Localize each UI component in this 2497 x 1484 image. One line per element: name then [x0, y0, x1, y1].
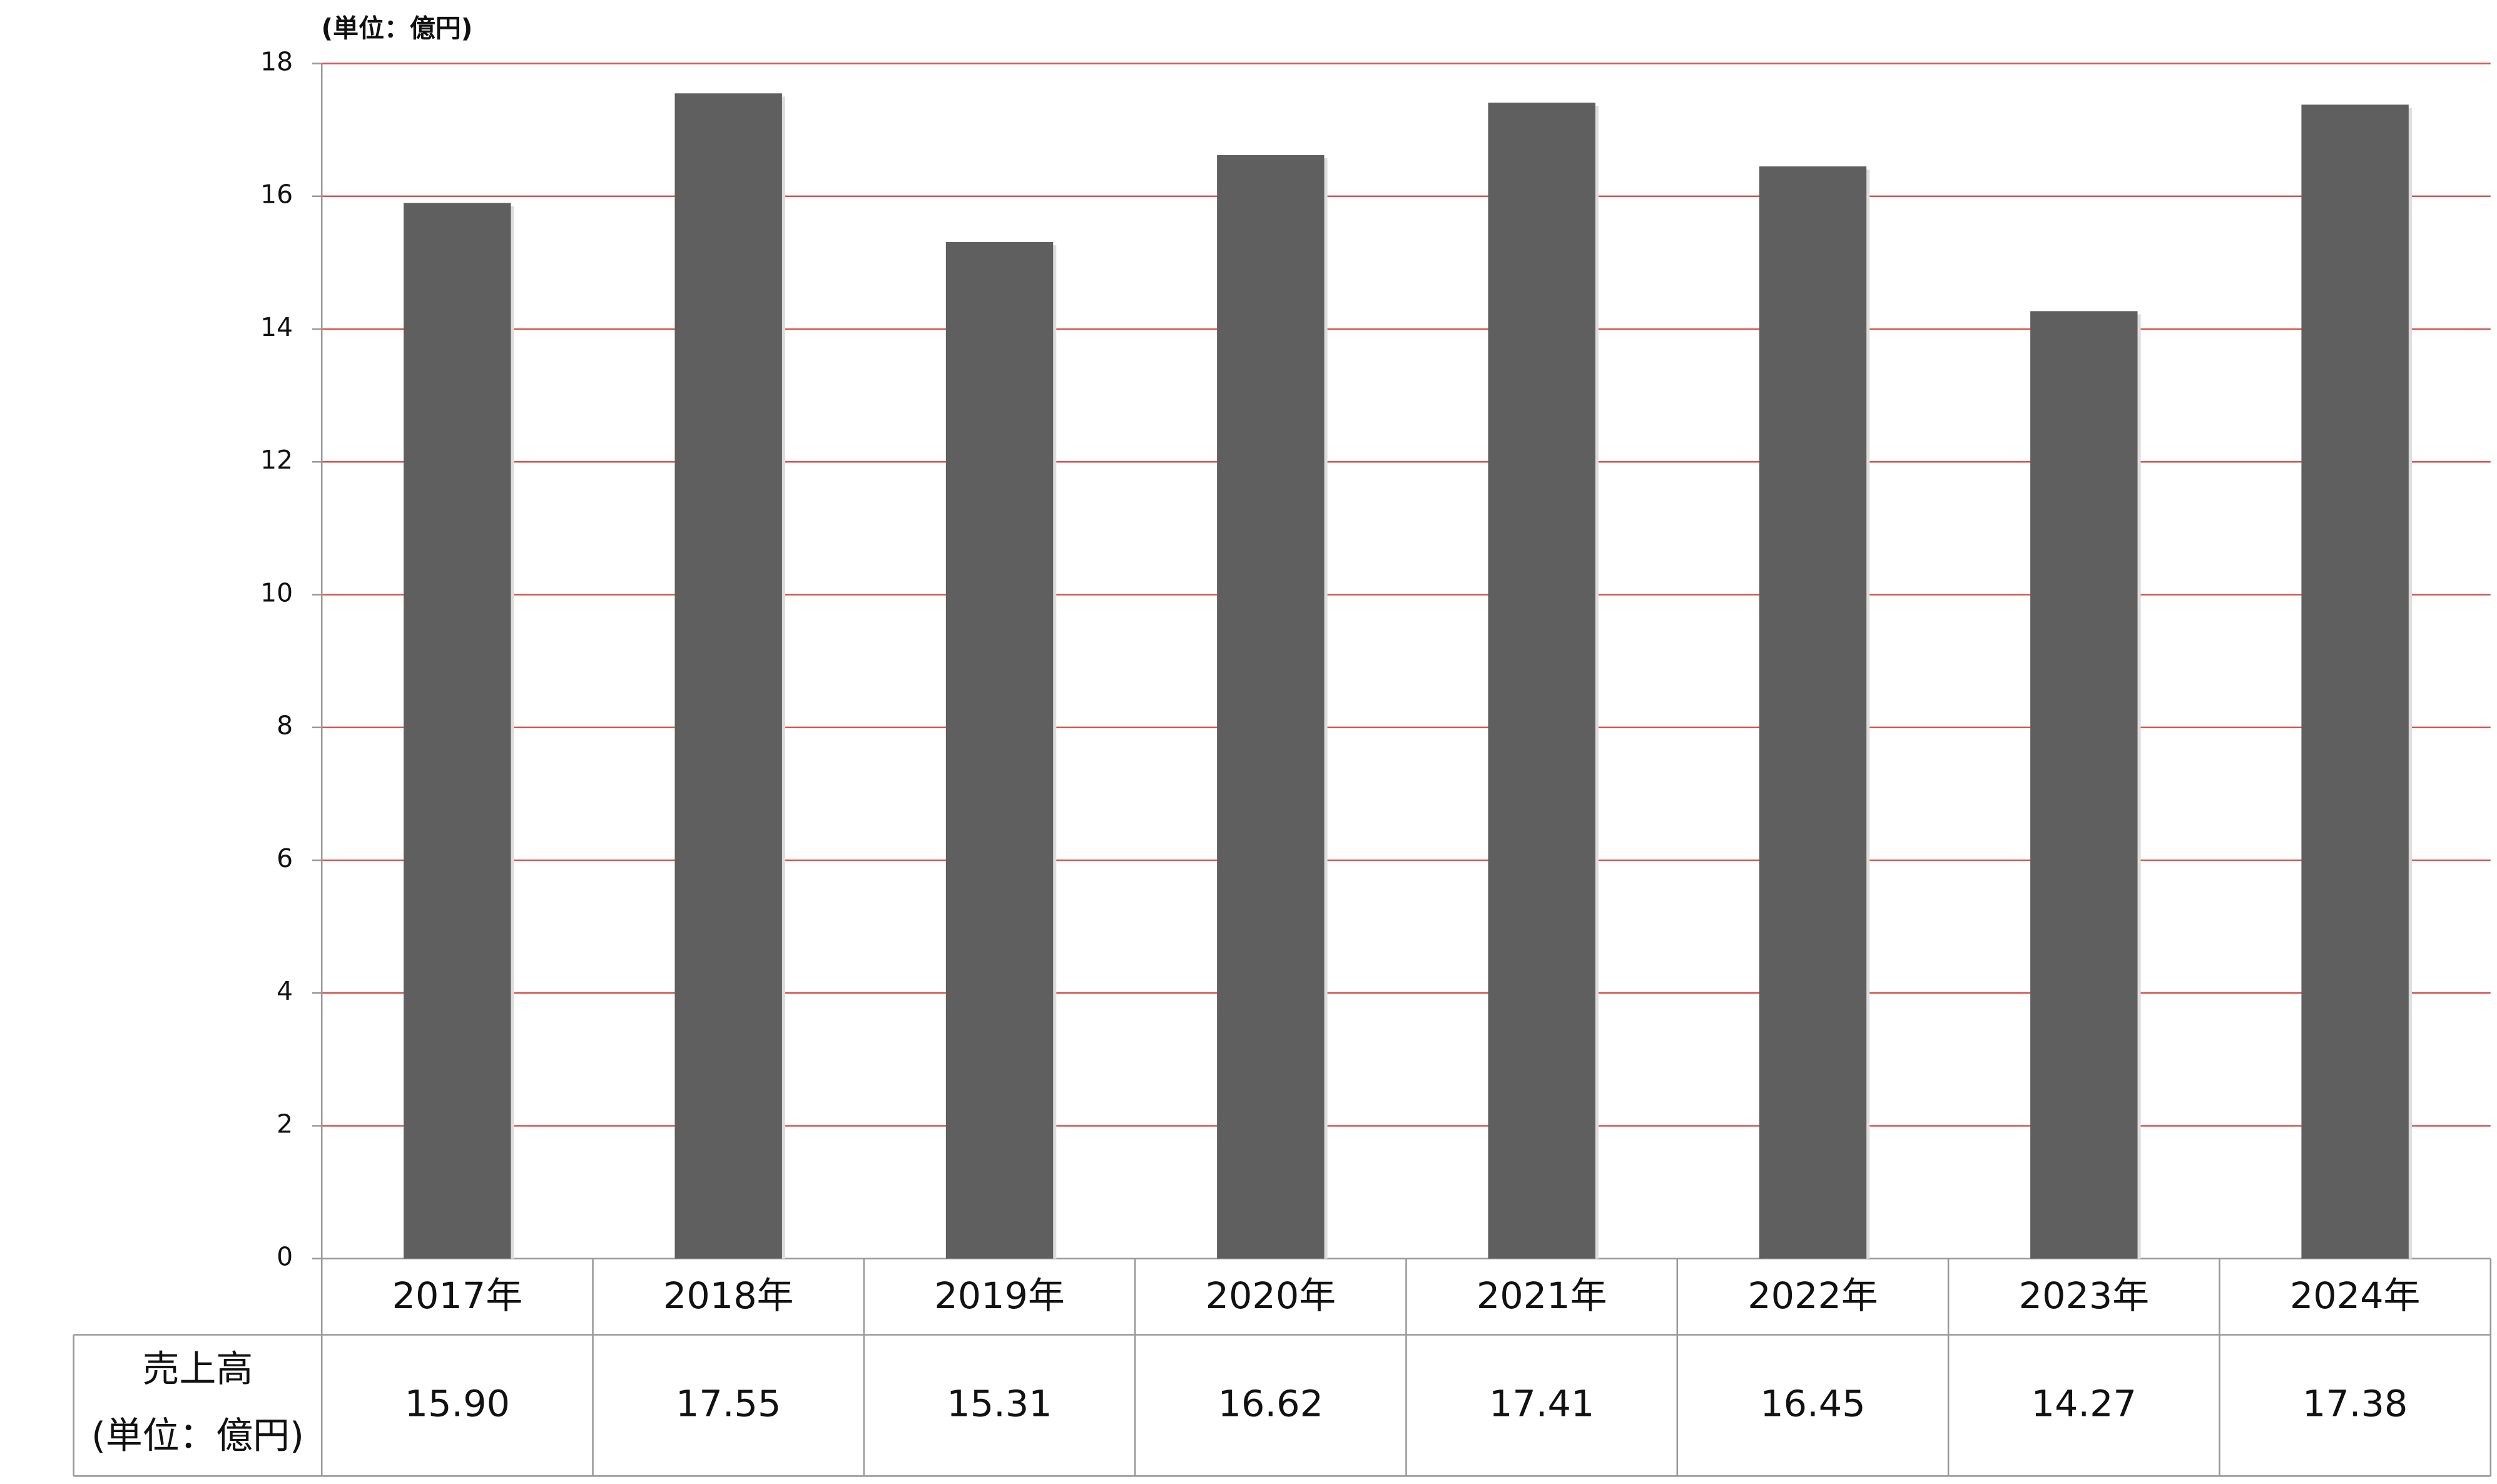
bar: [1488, 103, 1595, 1259]
bar: [2030, 311, 2138, 1259]
value-label: 17.38: [2302, 1383, 2408, 1425]
value-label: 15.31: [947, 1383, 1052, 1425]
bar: [2301, 104, 2409, 1259]
bar: [674, 93, 782, 1259]
y-tick-label: 8: [277, 711, 293, 741]
x-tick-label: 2023年: [2019, 1274, 2150, 1317]
value-label: 16.62: [1218, 1383, 1323, 1425]
unit-label: (単位：億円): [321, 13, 472, 43]
value-label: 17.55: [676, 1383, 781, 1425]
x-tick-label: 2017年: [392, 1274, 523, 1317]
x-tick-label: 2024年: [2290, 1274, 2421, 1317]
y-tick-label: 18: [260, 47, 293, 77]
value-label: 14.27: [2032, 1383, 2137, 1425]
y-tick-label: 14: [260, 312, 293, 342]
x-tick-label: 2022年: [1747, 1274, 1878, 1317]
bar: [404, 203, 511, 1259]
value-label: 16.45: [1760, 1383, 1865, 1425]
y-tick-label: 10: [260, 578, 293, 608]
y-tick-label: 12: [260, 445, 293, 475]
value-label: 15.90: [405, 1383, 510, 1425]
y-tick-label: 0: [277, 1242, 293, 1272]
x-tick-label: 2018年: [663, 1274, 794, 1317]
x-tick-label: 2021年: [1477, 1274, 1607, 1317]
y-tick-label: 6: [277, 843, 293, 873]
bar: [945, 241, 1054, 1259]
x-tick-label: 2020年: [1206, 1274, 1336, 1317]
y-tick-label: 16: [260, 180, 293, 210]
value-label: 17.41: [1489, 1383, 1594, 1425]
x-tick-label: 2019年: [934, 1274, 1065, 1317]
y-tick-label: 4: [277, 976, 293, 1006]
table-row-label: (単位：億円): [91, 1415, 304, 1457]
table-row-label: 売上高: [143, 1348, 253, 1390]
bar: [1217, 155, 1325, 1259]
bar: [1759, 166, 1867, 1259]
y-tick-label: 2: [277, 1109, 293, 1139]
